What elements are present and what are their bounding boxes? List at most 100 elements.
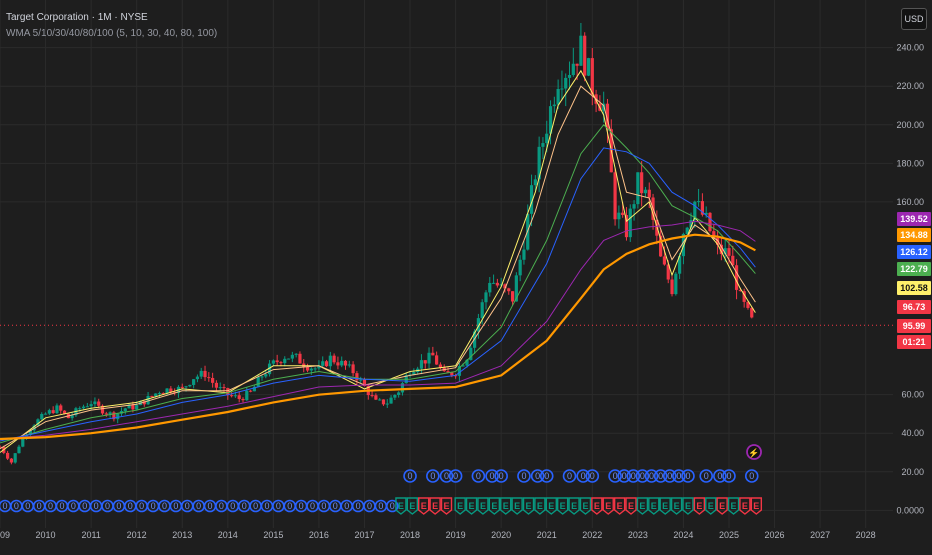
- event-circle: [530, 469, 545, 483]
- price-label-tag: [897, 335, 931, 349]
- candle-up: [21, 436, 25, 447]
- event-circle-label: 0: [408, 471, 413, 481]
- earnings-flag: [750, 497, 763, 515]
- event-circle-label: 0: [490, 471, 495, 481]
- dividend-circle-label: 0: [151, 501, 156, 511]
- candle-up: [78, 408, 82, 410]
- earnings-flag: [613, 497, 626, 515]
- dividend-circle-label: 0: [185, 501, 190, 511]
- event-circle-label: 0: [453, 471, 458, 481]
- price-label-value: 122.79: [900, 264, 928, 274]
- earnings-flag: [591, 497, 603, 515]
- candle-up: [537, 146, 541, 180]
- dividend-circle-label: 0: [82, 501, 87, 511]
- candle-down: [731, 255, 735, 266]
- event-circle: [713, 469, 727, 483]
- earnings-flag-label: E: [708, 501, 714, 511]
- candle-up: [267, 363, 272, 375]
- earnings-flag-label: E: [480, 501, 486, 511]
- event-circle-label: 0: [581, 471, 586, 481]
- currency-button[interactable]: USD: [901, 8, 927, 30]
- earnings-flag: [625, 497, 637, 515]
- earnings-flag-label: E: [503, 501, 509, 511]
- candle-down: [742, 291, 746, 302]
- earnings-flag: [739, 497, 751, 515]
- event-circle: [576, 469, 590, 483]
- event-circle: [562, 469, 577, 483]
- event-circle: [662, 469, 677, 483]
- x-tick-label: 2012: [127, 530, 147, 540]
- earnings-flag: [465, 497, 478, 515]
- candle-down: [621, 212, 625, 216]
- dividend-circle-label: 0: [287, 501, 292, 511]
- candle-up: [617, 212, 621, 220]
- candle-down: [583, 35, 587, 76]
- event-circle-label: 0: [499, 471, 504, 481]
- candle-up: [484, 292, 488, 303]
- y-tick-label: 40.00: [901, 428, 924, 438]
- earnings-flag-label: E: [753, 501, 759, 511]
- y-tick-label: 60.00: [901, 390, 924, 400]
- candle-down: [324, 361, 329, 367]
- event-circle-label: 0: [726, 471, 731, 481]
- event-circle: [494, 469, 508, 483]
- x-tick-label: 2009: [0, 530, 10, 540]
- dividend-circle-label: 0: [242, 501, 247, 511]
- candle-down: [510, 291, 515, 302]
- event-circle: [672, 469, 686, 483]
- earnings-flag: [511, 497, 523, 515]
- dividend-circle-label: 0: [264, 501, 269, 511]
- wma-line: [0, 233, 756, 441]
- earnings-flag: [406, 497, 419, 515]
- candle-down: [211, 377, 215, 383]
- event-circle: [617, 469, 631, 483]
- candle-up: [457, 366, 462, 376]
- event-circle-label: 0: [521, 471, 526, 481]
- candle-down: [647, 189, 651, 198]
- wma-line: [0, 147, 756, 442]
- dividend-circle-label: 0: [378, 501, 383, 511]
- price-label-value: 139.52: [900, 214, 928, 224]
- candle-down: [343, 360, 348, 366]
- candle-up: [321, 361, 325, 366]
- candle-up: [43, 413, 48, 415]
- dividend-circle-label: 0: [390, 501, 395, 511]
- event-circle-label: 0: [658, 471, 663, 481]
- dividend-circle-label: 0: [94, 501, 99, 511]
- upcoming-event-icon: ⚡: [748, 447, 759, 459]
- earnings-flag: [418, 497, 430, 515]
- event-circle: [485, 469, 499, 483]
- x-tick-label: 2017: [354, 530, 374, 540]
- candle-up: [146, 395, 150, 405]
- candle-down: [590, 58, 594, 95]
- price-label-tag: [897, 319, 931, 333]
- x-tick-label: 2027: [810, 530, 830, 540]
- candle-up: [461, 365, 465, 367]
- earnings-flag: [440, 497, 453, 515]
- price-label-value: 126.12: [900, 247, 928, 257]
- earnings-flag: [500, 497, 512, 515]
- candle-down: [302, 363, 306, 368]
- candle-down: [640, 172, 644, 194]
- earnings-flag-label: E: [628, 501, 634, 511]
- candle-down: [613, 172, 617, 220]
- x-tick-label: 2018: [400, 530, 420, 540]
- x-tick-label: 2028: [856, 530, 876, 540]
- candle-up: [704, 212, 708, 215]
- candle-down: [746, 301, 750, 308]
- dividend-circle-label: 0: [333, 501, 338, 511]
- earnings-flag-label: E: [617, 501, 623, 511]
- wma-line: [0, 85, 756, 450]
- candle-up: [514, 275, 518, 302]
- event-circle-label: 0: [649, 471, 654, 481]
- candle-down: [450, 372, 454, 376]
- earnings-flag: [727, 497, 740, 515]
- candle-up: [192, 379, 196, 385]
- candle-down: [214, 382, 219, 388]
- candle-down: [624, 215, 629, 238]
- event-circle: [699, 469, 713, 483]
- x-tick-label: 2019: [446, 530, 466, 540]
- candle-down: [423, 360, 427, 364]
